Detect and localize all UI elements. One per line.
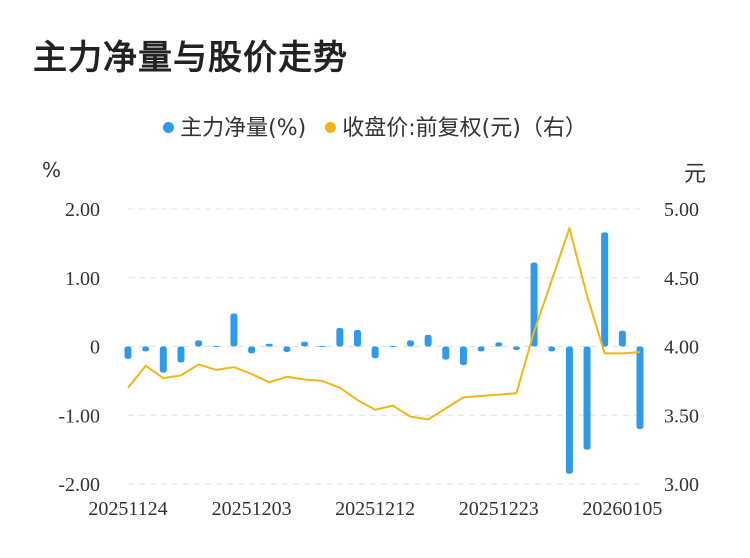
y-right-tick-label: 4.50 bbox=[664, 268, 699, 290]
y-left-tick-label: 0 bbox=[90, 337, 100, 359]
net-volume-bar bbox=[354, 330, 362, 347]
grid-lines bbox=[128, 208, 640, 485]
axis-ticks: 2.001.000-1.00-2.005.004.504.003.503.002… bbox=[58, 199, 699, 520]
y-left-tick-label: -2.00 bbox=[58, 474, 100, 496]
x-tick-label: 20251223 bbox=[459, 498, 539, 520]
net-volume-bar bbox=[283, 346, 291, 352]
legend-item-net-volume[interactable]: 主力净量(%) bbox=[163, 110, 306, 142]
net-volume-bar bbox=[230, 313, 238, 347]
net-volume-bar bbox=[389, 345, 397, 347]
left-axis-unit: % bbox=[42, 158, 62, 182]
net-volume-bar bbox=[124, 346, 132, 359]
y-left-tick-label: 2.00 bbox=[65, 199, 100, 221]
net-volume-bar bbox=[212, 345, 220, 347]
legend-item-close-price[interactable]: 收盘价:前复权(元)（右） bbox=[325, 110, 587, 142]
net-volume-bar bbox=[177, 346, 185, 363]
close-price-line bbox=[127, 227, 641, 421]
net-volume-bar bbox=[583, 346, 591, 450]
bar-series bbox=[124, 232, 644, 474]
net-volume-bar bbox=[195, 340, 203, 347]
y-left-tick-label: -1.00 bbox=[58, 405, 100, 427]
net-volume-bar bbox=[512, 346, 520, 350]
net-volume-bar bbox=[318, 345, 326, 347]
net-volume-bar bbox=[142, 346, 150, 352]
net-volume-bar bbox=[424, 334, 432, 347]
legend: 主力净量(%) 收盘价:前复权(元)（右） bbox=[0, 110, 750, 142]
y-right-tick-label: 4.00 bbox=[664, 337, 699, 359]
legend-dot-blue bbox=[163, 121, 175, 133]
net-volume-bar bbox=[495, 342, 503, 347]
legend-label-net-volume: 主力净量(%) bbox=[180, 116, 307, 141]
x-tick-label: 20251124 bbox=[88, 498, 167, 520]
net-volume-bar bbox=[636, 346, 644, 429]
net-volume-bar bbox=[265, 343, 273, 347]
net-volume-bar bbox=[565, 346, 573, 474]
net-volume-bar bbox=[601, 232, 609, 347]
net-volume-bar bbox=[548, 346, 556, 352]
net-volume-bar bbox=[336, 327, 344, 347]
right-axis-unit: 元 bbox=[684, 162, 707, 187]
legend-dot-orange bbox=[325, 121, 337, 133]
y-right-tick-label: 3.00 bbox=[664, 474, 699, 496]
chart-title: 主力净量与股价走势 bbox=[33, 38, 348, 78]
net-volume-bar bbox=[159, 346, 167, 373]
net-volume-bar bbox=[442, 346, 450, 360]
net-volume-bar bbox=[477, 346, 485, 352]
y-left-tick-label: 1.00 bbox=[65, 268, 100, 290]
net-volume-bar bbox=[301, 341, 309, 347]
net-volume-bar bbox=[248, 346, 256, 354]
net-volume-bar bbox=[371, 346, 379, 359]
y-right-tick-label: 3.50 bbox=[664, 405, 699, 427]
x-tick-label: 20260105 bbox=[582, 498, 662, 520]
x-tick-label: 20251212 bbox=[335, 498, 415, 520]
net-volume-bar bbox=[618, 330, 626, 347]
line-series bbox=[127, 227, 641, 421]
y-right-tick-label: 5.00 bbox=[664, 199, 699, 221]
net-volume-bar bbox=[406, 340, 414, 347]
net-volume-bar bbox=[459, 346, 467, 366]
x-tick-label: 20251203 bbox=[212, 498, 292, 520]
legend-label-close-price: 收盘价:前复权(元)（右） bbox=[342, 116, 587, 141]
